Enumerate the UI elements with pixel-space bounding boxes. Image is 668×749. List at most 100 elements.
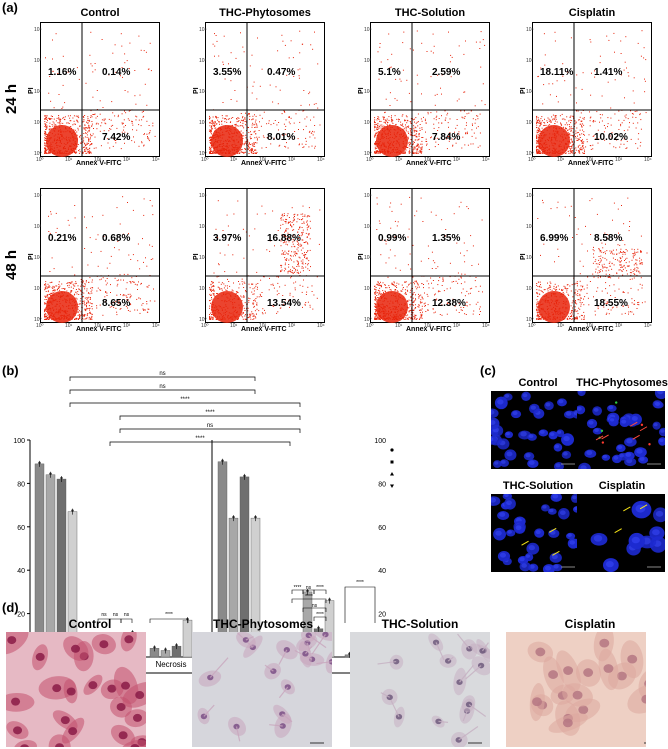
legend-item: THC-Phytosomes xyxy=(390,460,394,464)
y-tick-label: 10² xyxy=(34,89,42,95)
y-tick-label: 100 xyxy=(13,438,25,445)
legend-item: THC-Solution xyxy=(390,472,394,476)
q-upper-right-0-1: 0.47% xyxy=(267,67,296,78)
flow-plot-1-3 xyxy=(532,188,652,323)
y-tick-label-right: 100 xyxy=(374,438,386,445)
x-tick-label: 10⁰ xyxy=(201,157,209,163)
x-axis-label: Annex V-FITC xyxy=(241,160,287,167)
flow-title-2: THC-Solution xyxy=(394,7,466,19)
q-lower-right-0-3: 10.02% xyxy=(594,132,628,143)
data-point xyxy=(164,648,167,651)
q-upper-left-0-0: 1.16% xyxy=(48,67,77,78)
x-tick-label: 10⁴ xyxy=(644,323,652,329)
y-tick-label: 10⁴ xyxy=(199,193,207,199)
q-upper-left-0-1: 3.55% xyxy=(213,67,242,78)
data-point xyxy=(49,472,52,475)
y-tick-label: 10⁰ xyxy=(526,317,534,323)
y-tick-label: 10⁴ xyxy=(526,27,534,33)
x-tick-label: 10³ xyxy=(288,157,296,163)
y-tick-label: 10³ xyxy=(364,224,372,230)
x-tick-label: 10³ xyxy=(453,323,461,329)
q-lower-right-1-0: 8.65% xyxy=(102,298,131,309)
y-tick-label: 10³ xyxy=(34,58,42,64)
y-tick-label: 60 xyxy=(17,525,25,532)
x-tick-label: 10³ xyxy=(123,157,131,163)
q-lower-right-0-0: 7.42% xyxy=(102,132,131,143)
x-tick-label: 10⁴ xyxy=(482,323,490,329)
y-tick-label: 10⁴ xyxy=(34,193,42,199)
significance-label: ns xyxy=(159,384,165,390)
flow-plot-0-2 xyxy=(370,22,490,157)
confocal-image-cisplatin xyxy=(577,494,665,572)
y-tick-label: 10¹ xyxy=(526,286,534,292)
q-upper-left-0-2: 5.1% xyxy=(378,67,401,78)
x-tick-label: 10¹ xyxy=(395,323,403,329)
x-tick-label: 10² xyxy=(424,157,432,163)
confocal-title-solution: THC-Solution xyxy=(502,480,574,492)
y-tick-label: 10¹ xyxy=(526,120,534,126)
y-tick-label: 10² xyxy=(364,255,372,261)
flow-plot-1-0 xyxy=(40,188,160,323)
x-tick-label: 10⁴ xyxy=(152,157,160,163)
data-point xyxy=(71,509,74,512)
row-label-24h: 24 h xyxy=(3,83,20,114)
x-tick-label: 10¹ xyxy=(65,323,73,329)
x-tick-label: 10¹ xyxy=(557,323,565,329)
x-tick-label: 10² xyxy=(586,157,594,163)
data-point xyxy=(328,598,331,601)
x-tick-label: 10⁴ xyxy=(644,157,652,163)
x-axis-label: Annex V-FITC xyxy=(76,326,122,333)
row-label-48h: 48 h xyxy=(3,249,20,280)
x-tick-label: 10⁰ xyxy=(36,323,44,329)
significance-label: ns xyxy=(101,612,107,618)
panel-label-c: (c) xyxy=(480,363,496,378)
q-upper-right-1-1: 16.88% xyxy=(267,233,301,244)
data-point xyxy=(60,476,63,480)
ihc-image-solution xyxy=(350,632,490,747)
data-point xyxy=(254,515,257,519)
significance-label: **** xyxy=(294,585,302,591)
ihc-title-cisplatin: Cisplatin xyxy=(564,617,616,631)
confocal-image-phytosomes xyxy=(577,391,665,469)
y-tick-label: 10¹ xyxy=(199,286,207,292)
y-tick-label: 10⁴ xyxy=(364,193,372,199)
y-tick-label: 20 xyxy=(17,612,25,619)
q-upper-right-0-2: 2.59% xyxy=(432,67,461,78)
q-lower-right-1-3: 18.55% xyxy=(594,298,628,309)
data-point xyxy=(232,515,235,519)
significance-label: ns xyxy=(312,603,318,609)
ihc-image-cisplatin xyxy=(506,632,646,747)
ihc-image-control xyxy=(6,632,146,747)
x-tick-label: 10⁴ xyxy=(152,323,160,329)
y-tick-label: 10³ xyxy=(364,58,372,64)
y-tick-label: 10⁰ xyxy=(526,151,534,157)
x-tick-label: 10² xyxy=(94,323,102,329)
significance-label: **** xyxy=(205,410,215,416)
q-upper-right-1-0: 0.68% xyxy=(102,233,131,244)
y-tick-label: 10³ xyxy=(526,224,534,230)
y-tick-label-right: 80 xyxy=(378,481,386,488)
data-point xyxy=(317,626,320,629)
ihc-title-control: Control xyxy=(68,617,112,631)
x-axis-label: Annex V-FITC xyxy=(406,326,452,333)
data-point xyxy=(38,461,41,465)
significance-label: **** xyxy=(305,594,313,600)
x-tick-label: 10⁰ xyxy=(36,157,44,163)
y-tick-label: 10¹ xyxy=(34,286,42,292)
y-tick-label: 10³ xyxy=(526,58,534,64)
x-tick-label: 10² xyxy=(259,323,267,329)
x-tick-label: 10⁰ xyxy=(528,323,536,329)
y-tick-label: 10⁰ xyxy=(34,151,42,157)
panel-label-a: (a) xyxy=(2,0,18,15)
data-point xyxy=(175,643,178,647)
y-tick-label: 10² xyxy=(526,89,534,95)
y-tick-label: 10⁰ xyxy=(199,151,207,157)
y-tick-label: 10² xyxy=(34,255,42,261)
flow-plot-0-1 xyxy=(205,22,325,157)
data-point xyxy=(153,646,156,649)
significance-label: **** xyxy=(316,585,324,591)
x-tick-label: 10³ xyxy=(615,323,623,329)
q-lower-right-1-1: 13.54% xyxy=(267,298,301,309)
q-lower-right-0-2: 7.84% xyxy=(432,132,461,143)
significance-label: ns xyxy=(207,423,213,429)
